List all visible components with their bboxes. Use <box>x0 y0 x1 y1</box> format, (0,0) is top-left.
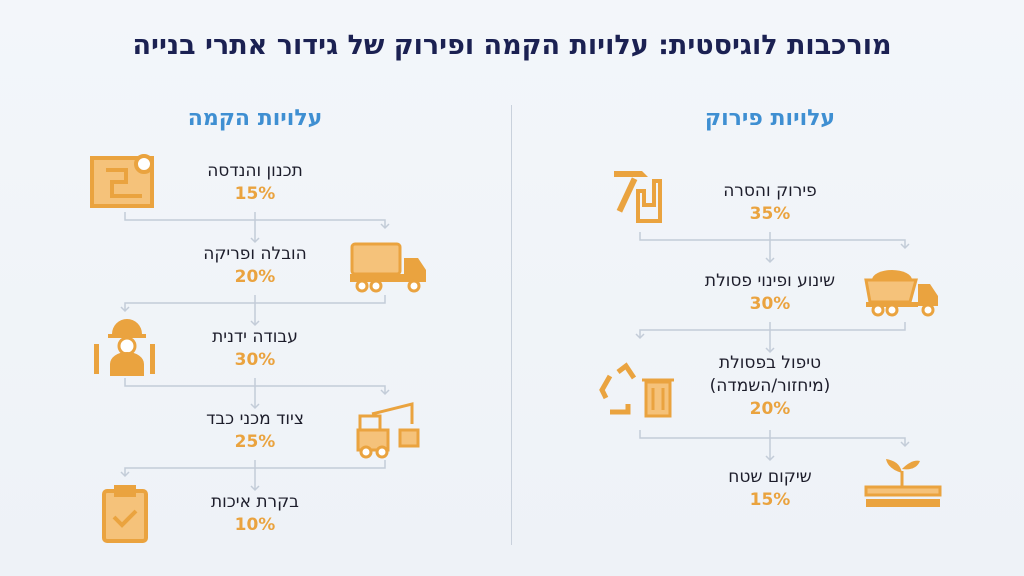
clipboard-check-icon <box>102 485 148 543</box>
installation-item-machinery: ציוד מכני כבד 25% <box>206 409 304 452</box>
hammer-fence-icon <box>614 171 662 223</box>
connector <box>639 322 906 338</box>
removal-item-dismantle: פירוק והסרה 35% <box>723 181 817 224</box>
installation-heading: עלויות הקמה <box>187 106 323 131</box>
removal-item-restoration: שיקום שטח 15% <box>728 467 812 510</box>
installation-item-labor: עבודה ידנית 30% <box>212 327 298 370</box>
connector <box>639 430 906 446</box>
fence-truck-icon <box>350 242 426 293</box>
forklift-icon <box>356 402 420 459</box>
blueprint-gear-icon <box>90 154 154 208</box>
installation-item-planning: תכנון והנדסה 15% <box>207 161 303 204</box>
connector <box>639 232 906 248</box>
removal-item-hauling: שינוע ופינוי פסולת 30% <box>704 271 836 314</box>
worker-tools-icon <box>94 319 155 376</box>
removal-item-waste: טיפול בפסולת (מיחזור/השמדה) 20% <box>709 353 831 419</box>
removal-heading: עלויות פירוק <box>704 106 836 131</box>
installation-item-transport: הובלה ופריקה 20% <box>203 244 307 287</box>
sprout-icon <box>864 459 942 507</box>
column-divider <box>511 105 512 545</box>
installation-item-quality: בקרת איכות 10% <box>210 492 300 535</box>
dump-truck-icon <box>864 270 938 317</box>
page-title: מורכבות לוגיסטית: עלויות הקמה ופירוק של … <box>132 30 892 61</box>
recycle-bin-icon <box>599 362 674 418</box>
